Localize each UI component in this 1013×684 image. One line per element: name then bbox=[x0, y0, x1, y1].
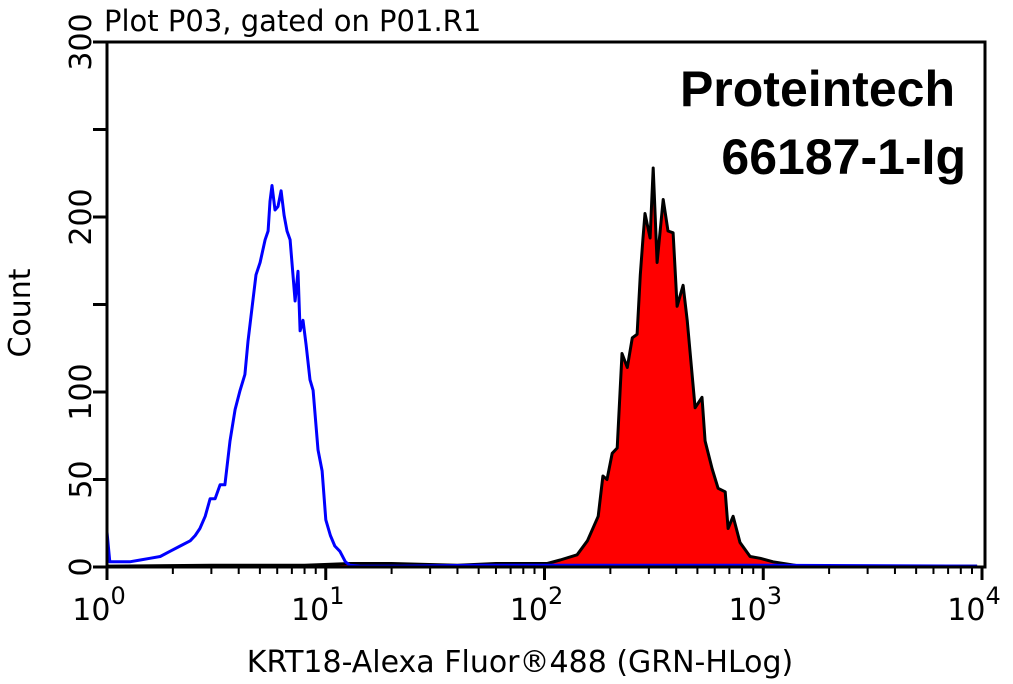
filled-histogram-area bbox=[107, 168, 978, 567]
axes-layer: 0 50 100 200 300 100 101 102 103 104 bbox=[64, 13, 1001, 628]
series-layer bbox=[105, 166, 978, 568]
x-tick-label: 104 bbox=[947, 582, 1000, 628]
y-tick-label: 200 bbox=[64, 188, 99, 245]
chart-title: Plot P03, gated on P01.R1 bbox=[104, 4, 481, 38]
brand-annotation: Proteintech bbox=[680, 61, 955, 117]
control-histogram-line bbox=[105, 184, 978, 568]
filled-histogram-outline bbox=[106, 166, 978, 568]
plot-frame bbox=[105, 40, 987, 569]
x-tick-label: 102 bbox=[510, 582, 563, 628]
y-tick-label: 300 bbox=[64, 13, 99, 70]
y-axis-label: Count bbox=[3, 268, 38, 357]
y-tick-label: 0 bbox=[64, 557, 99, 576]
x-tick-label: 101 bbox=[291, 582, 344, 628]
x-tick-label: 100 bbox=[72, 582, 125, 628]
y-tick-label: 100 bbox=[64, 363, 99, 420]
x-tick-label: 103 bbox=[729, 582, 782, 628]
y-tick-label: 50 bbox=[64, 460, 99, 498]
catalog-annotation: 66187-1-Ig bbox=[721, 129, 966, 185]
x-axis-label: KRT18-Alexa Fluor®488 (GRN-HLog) bbox=[247, 645, 793, 680]
